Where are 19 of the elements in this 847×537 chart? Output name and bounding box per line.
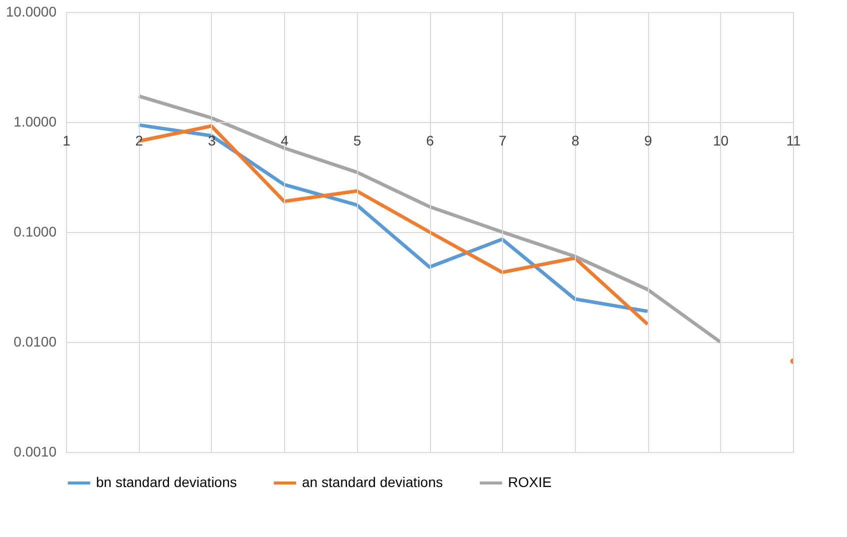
x-tick-label: 10 — [713, 132, 729, 148]
x-tick-label: 5 — [353, 132, 362, 148]
x-tick-label: 7 — [498, 132, 507, 148]
x-tick-label: 8 — [572, 132, 580, 148]
x-tick-label: 4 — [280, 132, 289, 148]
x-tick-label: 1 — [62, 132, 71, 148]
x-tick-label: 6 — [426, 132, 434, 148]
legend-label: ROXIE — [508, 474, 552, 490]
y-tick-label: 10.0000 — [6, 4, 57, 20]
x-tick-label: 11 — [786, 132, 801, 148]
legend-label: an standard deviations — [302, 474, 443, 490]
legend-label: bn standard deviations — [96, 474, 237, 490]
x-tick-label: 3 — [208, 132, 216, 148]
x-tick-label: 9 — [644, 132, 652, 148]
y-tick-label: 0.1000 — [14, 224, 57, 240]
y-tick-label: 0.0010 — [14, 444, 57, 460]
x-tick-label: 2 — [135, 132, 144, 148]
y-tick-label: 0.0100 — [14, 334, 57, 350]
y-tick-label: 1.0000 — [14, 114, 57, 130]
